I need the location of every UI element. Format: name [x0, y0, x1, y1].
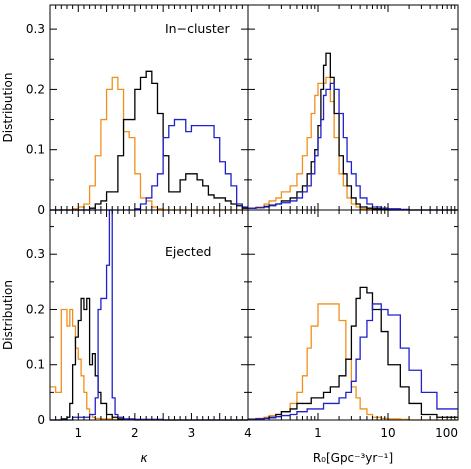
series-line-bottom-right-0	[248, 303, 458, 421]
plot-frame	[247, 4, 459, 211]
panel-bottom-left	[49, 209, 249, 421]
x-tick-label: 3	[188, 426, 196, 440]
series-line-top-right-1	[248, 52, 458, 211]
x-tick-label: 2	[131, 426, 139, 440]
series-line-top-left-0	[50, 76, 248, 211]
series-line-top-right-0	[248, 76, 458, 211]
x-tick-label: 10	[380, 426, 395, 440]
y-tick-label: 0.3	[26, 22, 45, 36]
series-line-top-left-1	[50, 70, 248, 211]
panel-annotation: Ejected	[165, 244, 211, 259]
series-line-bottom-left-2	[50, 209, 248, 421]
y-tick-label: 0.2	[26, 302, 45, 316]
series-line-top-left-2	[50, 118, 248, 211]
x-axis-label: κ	[140, 451, 148, 465]
x-tick-label: 1	[74, 426, 82, 440]
series-line-bottom-left-1	[50, 297, 248, 421]
y-tick-label: 0.1	[26, 358, 45, 372]
x-axis-label: R₀[Gpc⁻³yr⁻¹]	[313, 451, 393, 465]
plot-frame	[247, 209, 459, 421]
y-tick-label: 0.2	[26, 82, 45, 96]
x-tick-label: 1	[314, 426, 322, 440]
panel-top-right	[247, 4, 459, 211]
series-line-top-right-2	[248, 82, 458, 211]
x-tick-label: 4	[244, 426, 252, 440]
panel-annotation: In−cluster	[165, 21, 230, 36]
y-tick-label: 0	[37, 413, 45, 427]
y-tick-label: 0	[37, 203, 45, 217]
y-axis-label: Distribution	[1, 72, 15, 142]
y-axis-label: Distribution	[1, 280, 15, 350]
series-line-bottom-right-1	[248, 286, 458, 421]
series-line-bottom-left-0	[50, 308, 248, 421]
series-line-bottom-right-2	[248, 303, 458, 421]
y-tick-label: 0.1	[26, 143, 45, 157]
plot-frame	[49, 209, 249, 421]
panel-bottom-right	[247, 209, 459, 421]
x-tick-label: 100	[435, 426, 458, 440]
y-tick-label: 0.3	[26, 247, 45, 261]
